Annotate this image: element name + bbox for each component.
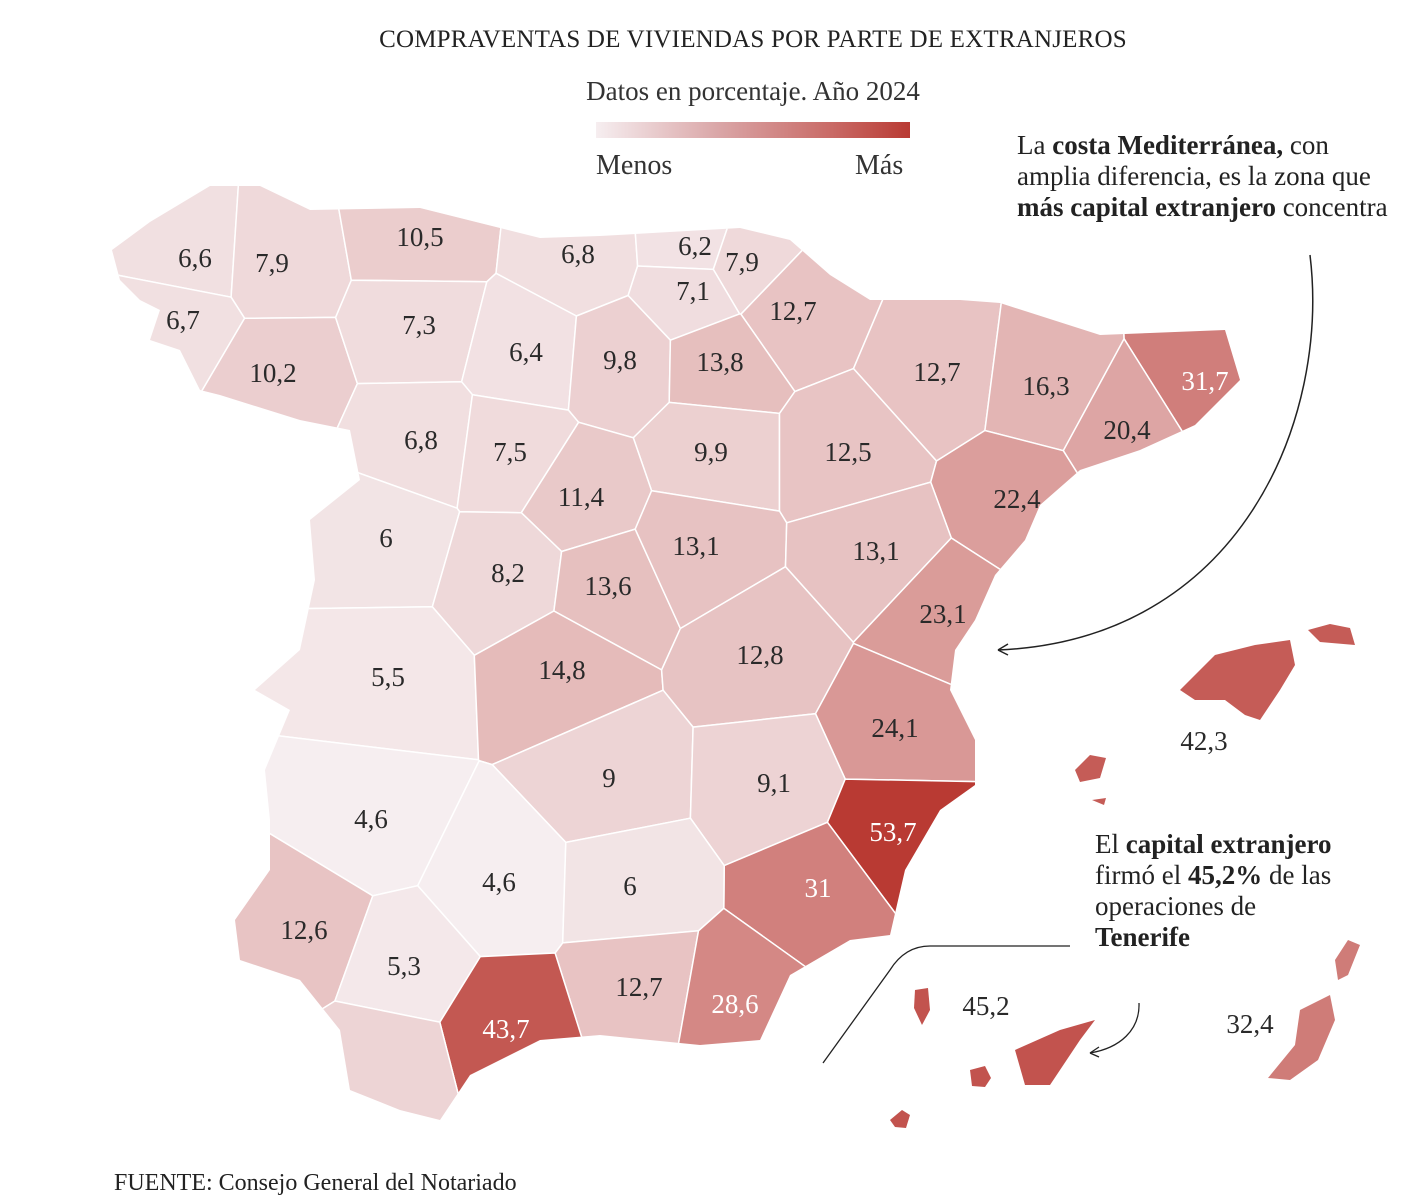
canary-inset-divider — [822, 945, 1070, 1064]
value-label: 9,1 — [757, 768, 791, 798]
value-labels: 6,6 7,9 10,5 6,8 6,2 7,9 7,1 12,7 6,7 10,2 7,3 6,4 9… — [166, 222, 1274, 1044]
source-text: Consejo General del Notariado — [212, 1170, 517, 1196]
island-shape — [1092, 798, 1106, 805]
island-shape — [1180, 640, 1295, 720]
value-label: 11,4 — [558, 482, 605, 512]
value-label: 45,2 — [962, 991, 1009, 1021]
value-label: 7,1 — [676, 276, 710, 306]
value-label: 31 — [805, 873, 832, 903]
source-label: FUENTE: — [114, 1170, 213, 1196]
note-bold: Tenerife — [1095, 922, 1190, 952]
island-shape — [1075, 755, 1106, 782]
value-label: 7,9 — [255, 248, 289, 278]
value-label: 4,6 — [482, 867, 516, 897]
value-label: 6 — [379, 523, 393, 553]
value-label: 20,4 — [1103, 415, 1151, 445]
mediterranean-annotation: La costa Mediterránea, con amplia difere… — [1017, 130, 1402, 223]
value-label: 6,8 — [561, 239, 595, 269]
value-label: 28,6 — [711, 989, 758, 1019]
value-label: 43,7 — [482, 1014, 529, 1044]
tenerife-arrow — [1089, 1002, 1140, 1054]
value-label: 14,8 — [538, 655, 585, 685]
value-label: 9 — [602, 763, 616, 793]
value-label: 31,7 — [1181, 366, 1228, 396]
value-label: 5,5 — [371, 662, 405, 692]
note-bold: más capital extranjero — [1017, 192, 1276, 222]
value-label: 6,6 — [178, 243, 212, 273]
value-label: 9,9 — [694, 437, 728, 467]
province-region — [230, 186, 353, 320]
value-label: 7,9 — [725, 247, 759, 277]
value-label: 6 — [623, 871, 637, 901]
value-label: 13,1 — [672, 531, 719, 561]
island-shape — [1268, 995, 1335, 1080]
note-text: La — [1017, 130, 1053, 160]
note-bold: 45,2% — [1187, 860, 1263, 890]
islands — [890, 624, 1360, 1128]
value-label: 12,5 — [824, 437, 871, 467]
province-region — [660, 907, 1050, 1120]
value-label: 4,6 — [354, 804, 388, 834]
value-label: 12,7 — [769, 296, 816, 326]
note-text: de las operaciones de — [1095, 860, 1332, 921]
value-label: 13,8 — [696, 347, 743, 377]
mediterranean-arrow — [997, 254, 1314, 651]
value-label: 13,6 — [584, 571, 631, 601]
island-shape — [1015, 1020, 1095, 1085]
value-label: 12,8 — [736, 640, 783, 670]
value-label: 13,1 — [852, 536, 899, 566]
province-region — [112, 186, 241, 299]
value-label: 42,3 — [1180, 726, 1227, 756]
note-text: concentra — [1275, 192, 1388, 222]
note-text: firmó el — [1095, 860, 1188, 890]
value-label: 5,3 — [387, 951, 421, 981]
province-region — [329, 186, 510, 283]
value-label: 6,7 — [166, 305, 200, 335]
value-label: 23,1 — [919, 599, 966, 629]
value-label: 22,4 — [993, 484, 1041, 514]
island-shape — [1308, 624, 1355, 645]
value-label: 10,2 — [249, 358, 296, 388]
mainland-provinces — [112, 186, 1240, 1120]
value-label: 9,8 — [603, 345, 637, 375]
note-text: con amplia diferencia, es la zona que — [1017, 130, 1371, 191]
island-shape — [970, 1066, 991, 1087]
note-bold: capital extranjero — [1125, 829, 1332, 859]
note-text: El — [1095, 829, 1126, 859]
legend-high-label: Más — [855, 150, 904, 181]
value-label: 6,8 — [404, 425, 438, 455]
value-label: 7,5 — [493, 437, 527, 467]
value-label: 8,2 — [491, 558, 525, 588]
value-label: 6,4 — [509, 337, 543, 367]
value-label: 53,7 — [869, 817, 916, 847]
value-label: 24,1 — [871, 713, 918, 743]
value-label: 12,7 — [913, 357, 960, 387]
arrowhead-icon — [1089, 1046, 1100, 1058]
note-bold: costa Mediterránea, — [1052, 130, 1284, 160]
island-shape — [890, 1110, 910, 1128]
island-shape — [914, 988, 930, 1025]
value-label: 7,3 — [402, 310, 436, 340]
chart-subtitle: Datos en porcentaje. Año 2024 — [586, 76, 920, 106]
value-label: 6,2 — [678, 231, 712, 261]
value-label: 16,3 — [1022, 371, 1069, 401]
arrowhead-icon — [997, 643, 1009, 656]
province-unlabeled — [112, 1000, 471, 1120]
island-shape — [1335, 940, 1360, 980]
legend-low-label: Menos — [596, 150, 673, 181]
value-label: 12,7 — [615, 972, 662, 1002]
value-label: 12,6 — [280, 915, 327, 945]
color-scale-legend — [596, 122, 910, 138]
source-note: FUENTE: Consejo General del Notariado — [114, 1170, 517, 1197]
value-label: 32,4 — [1226, 1009, 1274, 1039]
tenerife-annotation: El capital extranjero firmó el 45,2% de … — [1095, 829, 1335, 953]
chart-title: COMPRAVENTAS DE VIVIENDAS POR PARTE DE E… — [379, 26, 1127, 53]
value-label: 10,5 — [396, 222, 443, 252]
